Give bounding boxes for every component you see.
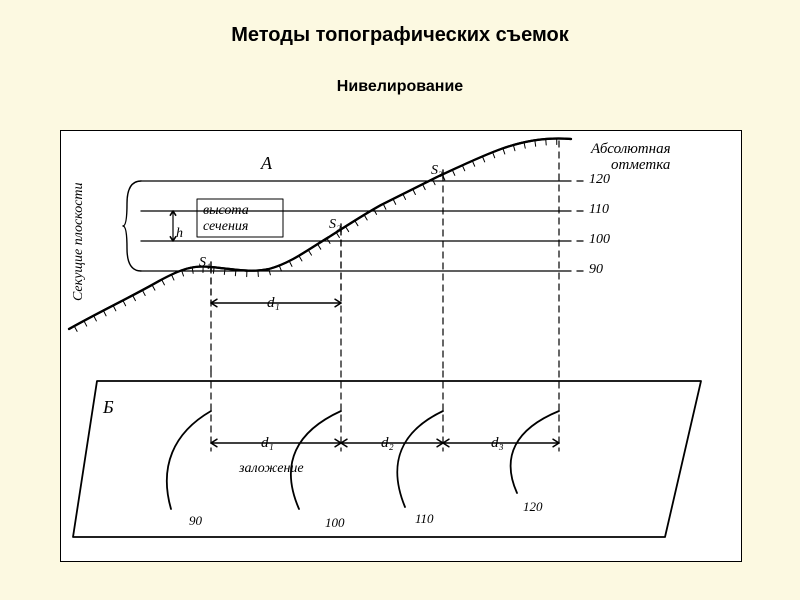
abs-label: отметка [611,157,670,174]
contour-label: 90 [189,513,202,529]
station-label: S₃ [431,163,443,179]
dimension-label: d₂ [381,435,394,452]
elevation-tick: 120 [589,172,610,188]
h-label: h [176,226,183,242]
height-label: высота [203,203,249,219]
section-b-label: Б [103,397,114,418]
page: Методы топографических съемок Нивелирова… [0,0,800,600]
contour-label: 120 [523,499,543,515]
abs-label: Абсолютная [591,141,671,158]
sub-title: Нивелирование [0,78,800,96]
main-title: Методы топографических съемок [0,24,800,47]
station-label: S₁ [199,255,211,271]
dimension-label: d₁ [261,435,274,452]
height-label: сечения [203,219,248,235]
cutting-planes-label: Секущие плоскости [71,182,87,301]
station-label: S₂ [329,217,341,233]
dimension-d1-a: d₁ [267,295,280,312]
elevation-tick: 110 [589,202,609,218]
dimension-label: d₃ [491,435,504,452]
elevation-tick: 100 [589,232,610,248]
section-a-label: А [261,153,272,174]
contour-label: 110 [415,511,434,527]
elevation-tick: 90 [589,262,603,278]
diagram-svg [61,131,741,561]
zalozhenie-label: заложение [239,461,304,477]
contour-label: 100 [325,515,345,531]
figure-box: 120 110 100 90 S₁ S₂ S₃ d₁ Авысотасечения Абсолют… [60,130,742,562]
